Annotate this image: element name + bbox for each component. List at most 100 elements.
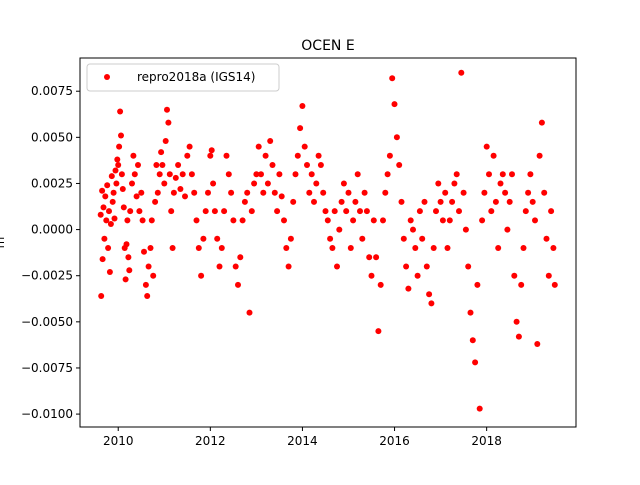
y-tick-label: 0.0000	[31, 223, 73, 237]
data-point	[205, 189, 211, 196]
data-point	[370, 217, 377, 224]
data-point	[522, 208, 529, 215]
data-point	[195, 245, 202, 251]
data-point	[133, 193, 140, 200]
data-point	[509, 171, 515, 178]
data-point	[108, 173, 115, 180]
data-point	[338, 198, 345, 205]
data-point	[125, 254, 132, 261]
data-point	[354, 171, 361, 178]
x-tick-label: 2016	[379, 434, 410, 448]
data-point	[495, 245, 502, 251]
data-point	[428, 300, 435, 307]
data-point	[287, 235, 294, 242]
data-point	[179, 171, 186, 178]
data-point	[269, 162, 276, 168]
data-point	[331, 208, 338, 215]
data-point	[115, 162, 122, 168]
data-point	[138, 189, 145, 196]
legend-box	[86, 63, 280, 92]
data-point	[393, 134, 400, 141]
data-point	[474, 281, 481, 288]
data-point	[497, 180, 504, 187]
data-point	[239, 217, 246, 224]
data-point	[359, 235, 366, 242]
data-point	[255, 143, 262, 150]
data-point	[281, 217, 287, 224]
data-point	[492, 198, 499, 205]
data-point	[543, 235, 550, 242]
data-point	[200, 235, 207, 242]
data-point	[207, 152, 214, 159]
data-point	[532, 217, 538, 224]
y-tick-label: 0.0050	[31, 130, 73, 144]
data-point	[162, 138, 169, 144]
data-point	[113, 180, 120, 187]
data-point	[426, 291, 433, 298]
data-point	[221, 208, 228, 215]
x-tick-label: 2014	[287, 434, 318, 448]
data-point	[518, 281, 525, 288]
data-point	[410, 226, 416, 233]
data-point	[114, 156, 121, 163]
data-point	[182, 193, 188, 200]
data-point	[499, 171, 506, 178]
data-point	[164, 106, 170, 113]
data-point	[313, 180, 320, 187]
data-point	[419, 235, 426, 242]
data-point	[156, 171, 163, 178]
data-point	[241, 198, 248, 205]
data-point	[251, 180, 258, 187]
data-point	[479, 217, 486, 224]
data-point	[166, 171, 173, 178]
data-point	[545, 272, 552, 279]
data-point	[416, 208, 423, 215]
data-point	[120, 204, 127, 211]
data-point	[290, 198, 297, 205]
data-point	[127, 208, 134, 215]
data-point	[481, 189, 488, 196]
data-point	[264, 180, 271, 187]
data-point	[116, 143, 123, 150]
data-point	[150, 272, 157, 279]
data-point	[368, 272, 375, 279]
data-point	[423, 263, 430, 270]
data-point	[248, 208, 255, 215]
data-point	[130, 152, 137, 159]
data-point	[100, 204, 107, 211]
data-point	[223, 152, 230, 159]
data-point	[462, 226, 469, 233]
data-point	[380, 217, 386, 224]
data-point	[244, 189, 251, 196]
data-point	[352, 198, 359, 205]
data-point	[172, 174, 179, 181]
data-point	[373, 254, 380, 261]
legend-label: repro2018a (IGS14)	[137, 70, 255, 84]
data-point	[98, 293, 105, 299]
y-tick-label: −0.0075	[21, 361, 73, 375]
data-point	[218, 245, 225, 251]
data-point	[145, 263, 152, 270]
data-point	[112, 167, 119, 174]
data-point	[453, 171, 460, 178]
data-point	[403, 263, 410, 270]
x-tick-label: 2010	[103, 434, 134, 448]
data-point	[103, 217, 110, 224]
data-point	[129, 180, 135, 187]
data-point	[118, 171, 125, 178]
data-point	[315, 152, 322, 159]
data-point	[366, 254, 373, 261]
data-point	[142, 281, 149, 288]
data-point	[188, 171, 195, 178]
data-point	[208, 147, 215, 154]
x-tick-label: 2018	[471, 434, 502, 448]
data-point	[101, 235, 108, 242]
data-point	[382, 189, 389, 196]
y-tick-label: 0.0025	[31, 176, 73, 190]
data-point	[198, 272, 205, 279]
data-point	[191, 189, 198, 196]
data-point	[437, 198, 444, 205]
data-point	[536, 152, 543, 159]
data-point	[430, 245, 437, 251]
